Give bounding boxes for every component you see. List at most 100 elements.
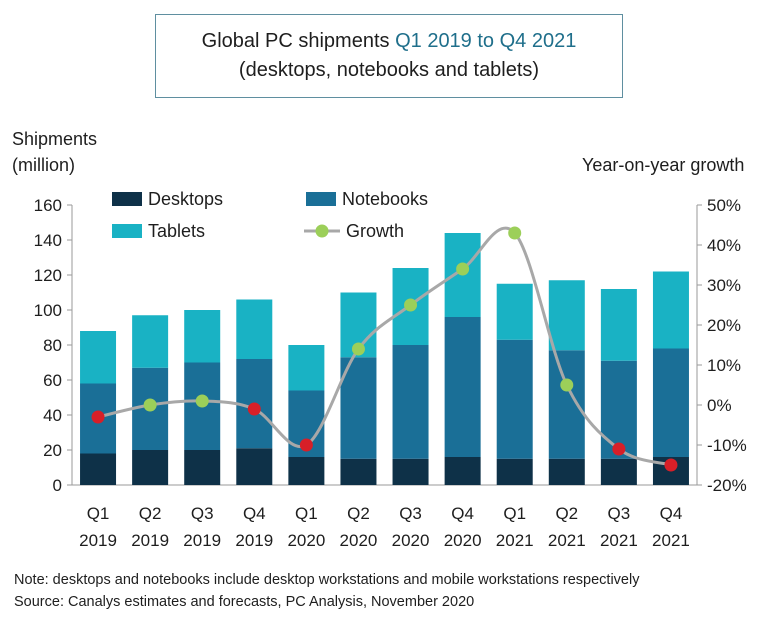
growth-point	[91, 410, 105, 424]
bar-desktops	[288, 457, 325, 485]
y-tick-label: 60	[43, 371, 62, 390]
chart-title-line1: Global PC shipments Q1 2019 to Q4 2021	[156, 27, 622, 56]
y-axis-title-line1: Shipments	[12, 129, 98, 149]
footnote: Note: desktops and notebooks include des…	[14, 569, 639, 613]
x-tick-label-quarter: Q3	[191, 504, 214, 523]
growth-point	[247, 402, 261, 416]
y-axis-title-line2: (million)	[12, 155, 75, 175]
y-tick-label: 80	[43, 336, 62, 355]
bar-desktops	[392, 458, 429, 485]
bar-desktops	[444, 457, 481, 485]
bar-desktops	[340, 458, 377, 485]
bar-desktops	[80, 453, 117, 485]
growth-point	[351, 342, 365, 356]
x-tick-label-year: 2020	[287, 531, 325, 550]
chart-subtitle: (desktops, notebooks and tablets)	[238, 59, 540, 81]
bar-notebooks	[392, 345, 429, 459]
y2-tick-label: 30%	[707, 276, 741, 295]
y-tick-label: 0	[53, 476, 62, 495]
growth-point	[664, 458, 678, 472]
x-tick-label-quarter: Q4	[243, 504, 266, 523]
x-tick-label-quarter: Q4	[660, 504, 683, 523]
y2-tick-label: 10%	[707, 356, 741, 375]
chart-title-period: Q1 2019 to Q4 2021	[395, 30, 577, 52]
bar-notebooks	[652, 348, 689, 457]
bar-desktops	[600, 458, 637, 485]
growth-point	[612, 442, 626, 456]
x-tick-label-quarter: Q1	[87, 504, 110, 523]
x-tick-label-quarter: Q2	[347, 504, 370, 523]
growth-point	[560, 378, 574, 392]
legend-tablets-label: Tablets	[148, 221, 205, 241]
bar-tablets	[652, 271, 689, 349]
x-tick-label-year: 2021	[496, 531, 534, 550]
x-tick-label-year: 2021	[652, 531, 690, 550]
y2-tick-label: 20%	[707, 316, 741, 335]
y-tick-label: 100	[34, 301, 62, 320]
y2-axis-title: Year-on-year growth	[582, 155, 745, 175]
x-tick-label-quarter: Q1	[503, 504, 526, 523]
bar-tablets	[80, 331, 117, 384]
legend-growth-swatch-marker	[315, 224, 329, 238]
x-tick-label-year: 2019	[183, 531, 221, 550]
x-tick-label-quarter: Q1	[295, 504, 318, 523]
bar-notebooks	[496, 339, 533, 459]
bar-tablets	[132, 315, 169, 368]
bar-tablets	[236, 299, 273, 359]
growth-point	[508, 226, 522, 240]
bar-tablets	[288, 345, 325, 391]
y2-tick-label: -10%	[707, 436, 747, 455]
growth-point	[299, 438, 313, 452]
x-tick-label-quarter: Q3	[608, 504, 631, 523]
x-tick-label-year: 2021	[600, 531, 638, 550]
bar-notebooks	[444, 317, 481, 457]
legend-growth-label: Growth	[346, 221, 404, 241]
growth-point	[195, 394, 209, 408]
growth-point	[404, 298, 418, 312]
bar-notebooks	[340, 357, 377, 459]
y-tick-label: 20	[43, 441, 62, 460]
x-tick-label-quarter: Q3	[399, 504, 422, 523]
chart-title-box: Global PC shipments Q1 2019 to Q4 2021 (…	[155, 14, 623, 98]
y-tick-label: 160	[34, 196, 62, 215]
bar-tablets	[600, 289, 637, 361]
x-tick-label-year: 2021	[548, 531, 586, 550]
bar-desktops	[236, 448, 273, 485]
footnote-note: Note: desktops and notebooks include des…	[14, 572, 640, 588]
bar-desktops	[548, 458, 585, 485]
y2-tick-label: 40%	[707, 236, 741, 255]
legend-desktops-swatch	[112, 192, 142, 206]
y-tick-label: 140	[34, 231, 62, 250]
legend-desktops-label: Desktops	[148, 189, 223, 209]
bar-tablets	[184, 310, 221, 363]
y-axis-title: Shipments (million)	[12, 126, 97, 178]
bar-tablets	[496, 283, 533, 340]
y2-tick-label: 50%	[707, 196, 741, 215]
growth-point	[456, 262, 470, 276]
legend-notebooks-label: Notebooks	[342, 189, 428, 209]
bar-notebooks	[548, 350, 585, 459]
x-tick-label-year: 2019	[235, 531, 273, 550]
bar-tablets	[548, 280, 585, 351]
x-tick-label-year: 2019	[79, 531, 117, 550]
bar-desktops	[132, 450, 169, 485]
y2-tick-label: -20%	[707, 476, 747, 495]
x-tick-label-year: 2020	[392, 531, 430, 550]
y-tick-label: 40	[43, 406, 62, 425]
growth-line	[97, 226, 672, 467]
x-tick-label-quarter: Q2	[555, 504, 578, 523]
x-tick-label-quarter: Q4	[451, 504, 474, 523]
bar-desktops	[184, 450, 221, 485]
x-tick-label-year: 2020	[340, 531, 378, 550]
y2-tick-label: 0%	[707, 396, 732, 415]
legend-tablets-swatch	[112, 224, 142, 238]
bar-notebooks	[600, 360, 637, 459]
x-tick-label-year: 2019	[131, 531, 169, 550]
footnote-source: Source: Canalys estimates and forecasts,…	[14, 594, 475, 610]
growth-point	[143, 398, 157, 412]
bar-desktops	[496, 458, 533, 485]
x-tick-label-year: 2020	[444, 531, 482, 550]
chart-title-prefix: Global PC shipments	[201, 30, 396, 52]
x-tick-label-quarter: Q2	[139, 504, 162, 523]
